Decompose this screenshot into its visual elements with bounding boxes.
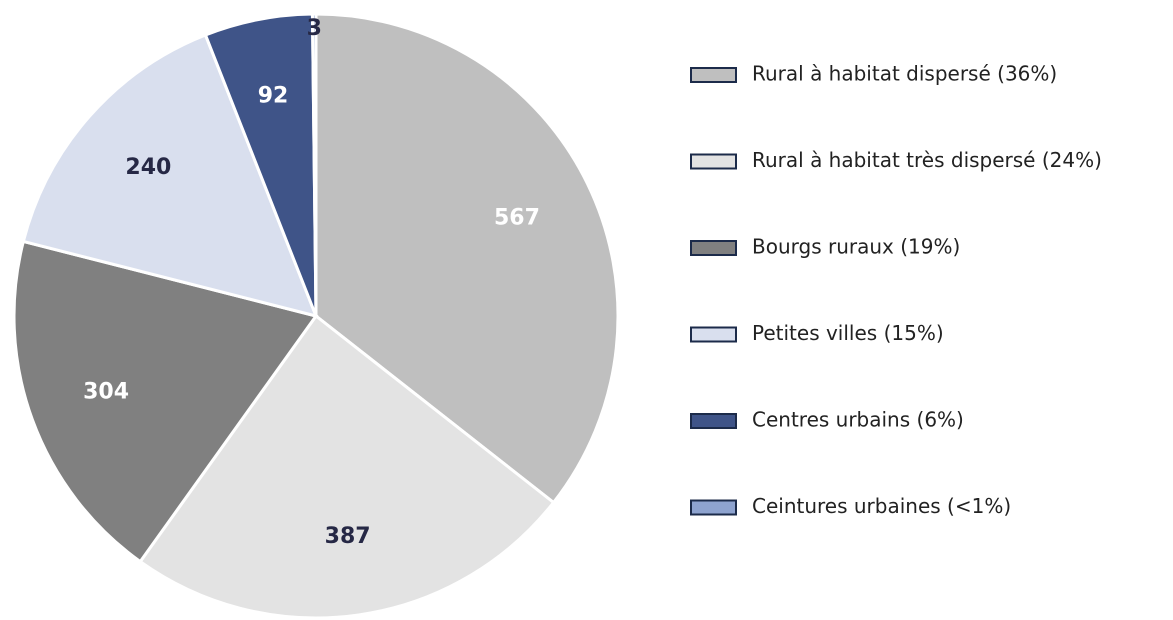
data-label: 240: [125, 155, 171, 180]
legend-swatch: [690, 67, 737, 83]
legend-label: Centres urbains (6%): [752, 408, 964, 432]
pie-slice: [310, 12, 318, 317]
pie-slice: [138, 313, 556, 620]
data-label: 3: [307, 16, 322, 41]
pie-slice: [12, 239, 319, 564]
data-label: 92: [258, 84, 289, 109]
legend-label: Bourgs ruraux (19%): [752, 235, 960, 259]
legend-swatch: [690, 153, 737, 170]
pie-slice: [314, 12, 620, 505]
legend-label: Petites villes (15%): [752, 321, 944, 345]
legend-label: Ceintures urbaines (<1%): [752, 494, 1011, 518]
data-label: 567: [494, 205, 540, 230]
legend-swatch: [690, 413, 737, 429]
legend-label: Rural à habitat très dispersé (24%): [752, 148, 1102, 172]
legend-swatch: [690, 326, 737, 343]
pie-slice: [21, 33, 319, 319]
data-label: 304: [83, 380, 129, 405]
legend-swatch: [690, 240, 737, 256]
legend-swatch: [690, 499, 737, 516]
legend-label: Rural à habitat dispersé (36%): [752, 62, 1057, 86]
data-label: 387: [325, 524, 371, 549]
